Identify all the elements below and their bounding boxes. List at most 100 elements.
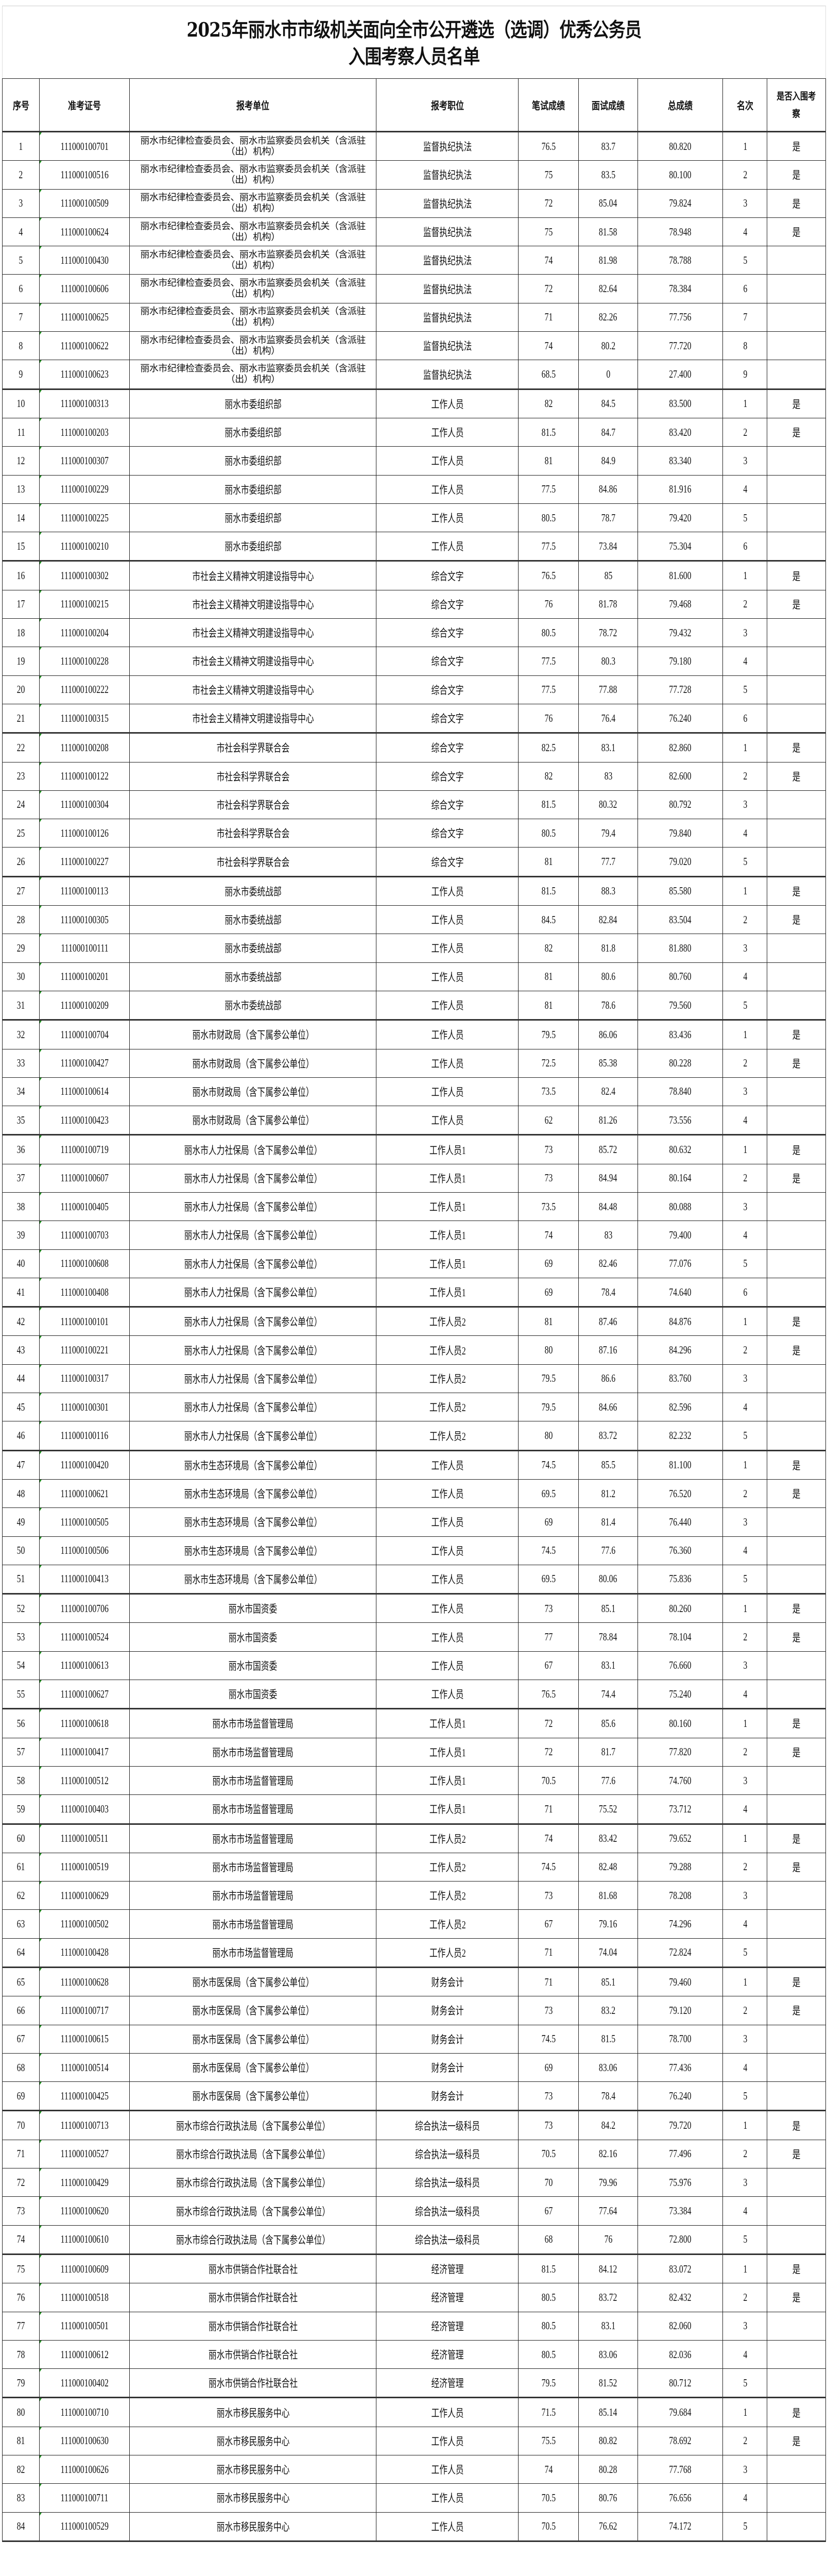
cell-text: 丽水市生态环境局（含下属参公单位） — [184, 1516, 322, 1529]
cell-interview-score: 82.4 — [578, 1077, 639, 1107]
table-body: 1 111000100701 丽水市纪律检查委员会、丽水市监察委员会机关（含派驻（出… — [2, 131, 826, 2542]
cell-text: 80.5 — [541, 2348, 556, 2361]
cell-text: 监督执纪执法 — [423, 197, 472, 210]
cell-text: 75.240 — [669, 1687, 692, 1700]
cell-text: 监督执纪执法 — [423, 283, 472, 296]
cell-text: 综合文字 — [431, 770, 464, 783]
cell-interview-score: 85.1 — [578, 1967, 639, 1997]
cell-text: 1 — [743, 1717, 747, 1730]
table-row: 10 111000100313 丽水市委组织部 工作人员 82 84.5 83.500 1 是 — [2, 388, 826, 418]
cell-interview-score: 83.42 — [578, 1823, 639, 1853]
cell-text: 74 — [544, 1228, 553, 1241]
cell-rank: 5 — [722, 1421, 768, 1451]
cell-text: 77.5 — [541, 483, 556, 496]
cell-exam-id: 111000100222 — [39, 675, 130, 704]
cell-shortlisted — [767, 360, 826, 390]
cell-written-score: 72.5 — [518, 1048, 579, 1078]
cell-text: 40 — [16, 1257, 25, 1270]
cell-position: 工作人员2 — [376, 1938, 519, 1969]
cell-position: 工作人员 — [376, 934, 519, 963]
cell-shortlisted — [767, 934, 826, 963]
cell-text: 工作人员1 — [429, 1718, 466, 1731]
cell-text: 63 — [16, 1918, 25, 1930]
cell-text: 82 — [16, 2463, 25, 2476]
cell-position: 综合文字 — [376, 647, 519, 676]
cell-position: 工作人员1 — [376, 1708, 519, 1738]
cell-text: 市社会科学界联合会 — [216, 742, 289, 755]
cell-total-score: 78.948 — [638, 217, 723, 247]
cell-interview-score: 77.6 — [578, 1766, 639, 1795]
cell-written-score: 79.5 — [518, 1393, 579, 1422]
cell-text: 72 — [544, 1717, 553, 1730]
cell-text: 77.728 — [669, 683, 692, 696]
cell-written-score: 79.5 — [518, 1364, 579, 1394]
cell-text: 76.4 — [601, 711, 615, 724]
cell-text: 85.580 — [669, 885, 692, 897]
cell-text: 74.4 — [601, 1687, 615, 1700]
cell-written-score: 77 — [518, 1622, 579, 1652]
cell-exam-id: 111000100122 — [39, 761, 130, 791]
cell-seq: 37 — [2, 1163, 40, 1193]
cell-rank: 5 — [722, 503, 768, 533]
cell-text: 丽水市移民服务中心 — [216, 2520, 289, 2533]
cell-text: 111000100425 — [60, 2089, 109, 2102]
cell-position: 工作人员 — [376, 1536, 519, 1565]
cell-text: 4 — [743, 1918, 747, 1930]
cell-text: 工作人员 — [431, 942, 464, 955]
cell-total-score: 80.792 — [638, 790, 723, 820]
cell-interview-score: 81.68 — [578, 1881, 639, 1910]
cell-unit: 市社会主义精神文明建设指导中心 — [129, 675, 377, 704]
cell-exam-id: 111000100607 — [39, 1163, 130, 1193]
table-row: 3 111000100509 丽水市纪律检查委员会、丽水市监察委员会机关（含派驻（出… — [2, 189, 826, 218]
cell-text: 丽水市市场监督管理局 — [212, 1918, 294, 1931]
cell-text: 80.06 — [599, 1572, 617, 1585]
cell-exam-id: 111000100524 — [39, 1622, 130, 1652]
cell-text: 6 — [743, 1285, 747, 1298]
cell-written-score: 80 — [518, 1335, 579, 1365]
table-row: 59 111000100403 丽水市市场监督管理局 工作人员1 71 75.52 73.7… — [2, 1794, 826, 1825]
table-row: 29 111000100111 丽水市委统战部 工作人员 82 81.8 81.880 3 — [2, 934, 826, 963]
cell-text: 是 — [792, 885, 801, 898]
table-row: 40 111000100608 丽水市人力社保局（含下属参公单位） 工作人员1 69 82… — [2, 1249, 826, 1278]
cell-unit: 丽水市市场监督管理局 — [129, 1737, 377, 1767]
cell-text: 82.64 — [599, 282, 617, 295]
cell-written-score: 77.5 — [518, 647, 579, 676]
cell-text: 4 — [19, 225, 23, 238]
cell-exam-id: 111000100403 — [39, 1794, 130, 1825]
cell-seq: 47 — [2, 1450, 40, 1480]
cell-text: 工作人员2 — [429, 1430, 466, 1443]
cell-exam-id: 111000100614 — [39, 1077, 130, 1107]
cell-interview-score: 83.06 — [578, 2053, 639, 2082]
cell-rank: 3 — [722, 2455, 768, 2484]
table-row: 61 111000100519 丽水市市场监督管理局 工作人员2 74.5 82.48 79… — [2, 1852, 826, 1882]
cell-text: 30 — [16, 970, 25, 983]
cell-interview-score: 83 — [578, 761, 639, 791]
table-row: 60 111000100511 丽水市市场监督管理局 工作人员2 74 83.42 79.6… — [2, 1823, 826, 1853]
cell-written-score: 80.5 — [518, 618, 579, 648]
cell-shortlisted: 是 — [767, 1134, 826, 1164]
cell-seq: 30 — [2, 962, 40, 991]
cell-text: 4 — [743, 2348, 747, 2361]
cell-exam-id: 111000100228 — [39, 647, 130, 676]
cell-unit: 丽水市供销合作社联合社 — [129, 2311, 377, 2341]
cell-total-score: 82.060 — [638, 2311, 723, 2341]
cell-text: 80.760 — [669, 970, 692, 983]
cell-written-score: 72 — [518, 189, 579, 218]
cell-unit: 丽水市财政局（含下属参公单位） — [129, 1048, 377, 1078]
cell-rank: 6 — [722, 274, 768, 303]
cell-text: 81.100 — [669, 1459, 692, 1471]
cell-unit: 丽水市委统战部 — [129, 962, 377, 991]
cell-written-score: 79.5 — [518, 1020, 579, 1049]
cell-text: 111000100317 — [60, 1372, 109, 1385]
cell-exam-id: 111000100313 — [39, 388, 130, 418]
cell-text: 1 — [743, 1143, 747, 1156]
cell-unit: 丽水市人力社保局（含下属参公单位） — [129, 1192, 377, 1222]
cell-text: 79.560 — [669, 998, 692, 1011]
cell-unit: 市社会科学界联合会 — [129, 733, 377, 762]
cell-position: 监督执纪执法 — [376, 274, 519, 303]
cell-text: 62 — [544, 1113, 553, 1126]
cell-interview-score: 81.7 — [578, 1737, 639, 1767]
cell-shortlisted: 是 — [767, 1852, 826, 1882]
cell-seq: 26 — [2, 847, 40, 877]
cell-text: 82.600 — [669, 770, 692, 783]
